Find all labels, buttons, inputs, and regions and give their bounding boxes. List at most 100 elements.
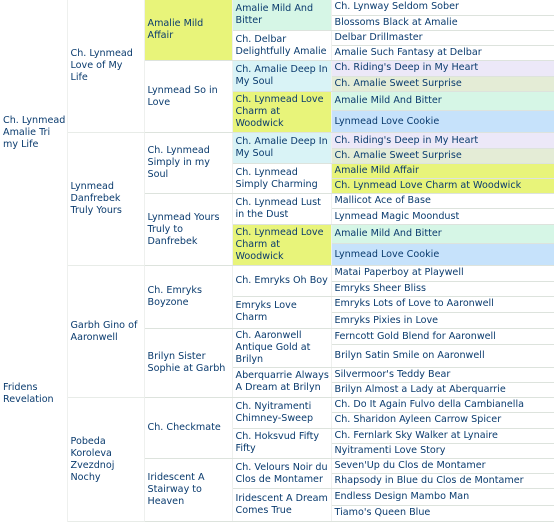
sdsdd-cell: Ch. Lynmead Love Charm at Woodwick (331, 178, 554, 195)
sdsdd-link[interactable]: Ch. Lynmead Love Charm at Woodwick (334, 180, 522, 192)
sire-link[interactable]: Ch. Lynmead Amalie Tri my Life (3, 114, 66, 150)
dddsd-link[interactable]: Rhapsody in Blue du Clos de Montamer (334, 475, 524, 487)
ssdsd-link[interactable]: Ch. Amalie Sweet Surprise (334, 77, 462, 89)
ddddd-link[interactable]: Tiamo's Queen Blue (334, 507, 431, 519)
sdss-link[interactable]: Ch. Amalie Deep In My Soul (235, 136, 328, 160)
dsss-cell: Ch. Emryks Oh Boy (232, 265, 332, 297)
dss-link[interactable]: Ch. Emryks Boyzone (147, 285, 202, 309)
sddds-cell: Amalie Mild And Bitter (331, 224, 554, 244)
ssd-cell: Lynmead So in Love (144, 60, 233, 134)
ddsss-link[interactable]: Ch. Do It Again Fulvo della Cambianella (334, 399, 525, 411)
ssdss-link[interactable]: Ch. Riding's Deep in My Heart (334, 62, 479, 74)
ddssd-link[interactable]: Ch. Sharidon Ayleen Carrow Spicer (334, 414, 502, 426)
sdsss-cell: Ch. Riding's Deep in My Heart (331, 132, 554, 149)
ssssd-cell: Blossoms Black at Amalie (331, 15, 554, 31)
dam-link[interactable]: Fridens Revelation (3, 381, 54, 405)
dam-sire-cell: Garbh Gino of Aaronwell (67, 265, 145, 399)
sdds-cell: Ch. Lynmead Lust in the Dust (232, 193, 332, 225)
sssd-link[interactable]: Ch. Delbar Delightfully Amalie (235, 33, 327, 57)
sire-sire-link[interactable]: Ch. Lynmead Love of My Life (70, 48, 133, 84)
sdssd-link[interactable]: Ch. Amalie Sweet Surprise (334, 149, 462, 161)
sire-cell: Ch. Lynmead Amalie Tri my Life (0, 0, 68, 266)
dsds-cell: Ch. Aaronwell Antique Gold at Brilyn (232, 328, 332, 368)
ddddd-cell: Tiamo's Queen Blue (331, 505, 554, 522)
sdd-link[interactable]: Lynmead Yours Truly to Danfrebek (147, 211, 220, 247)
dssd-link[interactable]: Emryks Love Charm (235, 300, 297, 324)
ssdds-link[interactable]: Amalie Mild And Bitter (334, 94, 442, 106)
sddss-cell: Mallicot Ace of Base (331, 193, 554, 210)
dddds-link[interactable]: Endless Design Mambo Man (334, 491, 470, 503)
sdsd-link[interactable]: Ch. Lynmead Simply Charming (235, 166, 318, 190)
dddss-link[interactable]: Seven'Up du Clos de Montamer (334, 460, 486, 472)
dsd-link[interactable]: Brilyn Sister Sophie at Garbh (147, 351, 226, 375)
ssds-link[interactable]: Ch. Amalie Deep In My Soul (235, 64, 328, 88)
ddd-cell: Iridescent A Stairway to Heaven (144, 458, 233, 522)
dddd-cell: Iridescent A Dream Comes True (232, 488, 332, 522)
ddsds-link[interactable]: Ch. Fernlark Sky Walker at Lynaire (334, 429, 498, 441)
ddsdd-cell: Nyitramenti Love Story (331, 443, 554, 460)
dsddd-link[interactable]: Brilyn Almost a Lady at Aberquarrie (334, 384, 506, 396)
dsss-link[interactable]: Ch. Emryks Oh Boy (235, 275, 328, 286)
sdd-cell: Lynmead Yours Truly to Danfrebek (144, 193, 233, 267)
sddsd-cell: Lynmead Magic Moondust (331, 208, 554, 225)
dsdd-link[interactable]: Aberquarrie Always A Dream at Brilyn (235, 370, 329, 394)
ssd-link[interactable]: Lynmead So in Love (147, 84, 218, 108)
dddd-link[interactable]: Iridescent A Dream Comes True (235, 493, 328, 517)
ddsd-cell: Ch. Hoksvud Fifty Fifty (232, 428, 332, 460)
sdsds-link[interactable]: Amalie Mild Affair (334, 164, 419, 176)
sss-link[interactable]: Amalie Mild Affair (147, 18, 204, 42)
ddssd-cell: Ch. Sharidon Ayleen Carrow Spicer (331, 412, 554, 429)
dam-sire-link[interactable]: Garbh Gino of Aaronwell (70, 319, 138, 343)
sddd-link[interactable]: Ch. Lynmead Love Charm at Woodwick (235, 226, 324, 262)
sdssd-cell: Ch. Amalie Sweet Surprise (331, 148, 554, 164)
sddd-cell: Ch. Lynmead Love Charm at Woodwick (232, 224, 332, 267)
sdsss-link[interactable]: Ch. Riding's Deep in My Heart (334, 134, 479, 146)
ssss-link[interactable]: Amalie Mild And Bitter (235, 2, 314, 26)
dsdsd-link[interactable]: Brilyn Satin Smile on Aaronwell (334, 350, 485, 362)
dddss-cell: Seven'Up du Clos de Montamer (331, 458, 554, 475)
ssssd-link[interactable]: Blossoms Black at Amalie (334, 16, 458, 28)
sds-link[interactable]: Ch. Lynmead Simply in my Soul (147, 145, 210, 181)
ssddd-cell: Lynmead Love Cookie (331, 110, 554, 134)
dsssd-link[interactable]: Emryks Sheer Bliss (334, 282, 427, 294)
dsdd-cell: Aberquarrie Always A Dream at Brilyn (232, 367, 332, 399)
ddd-link[interactable]: Iridescent A Stairway to Heaven (147, 472, 205, 507)
ssdsd-cell: Ch. Amalie Sweet Surprise (331, 76, 554, 92)
dssss-cell: Matai Paperboy at Playwell (331, 265, 554, 282)
ddds-link[interactable]: Ch. Velours Noir du Clos de Montamer (235, 461, 328, 485)
dsdds-link[interactable]: Silvermoor's Teddy Bear (334, 368, 451, 380)
ddsss-cell: Ch. Do It Again Fulvo della Cambianella (331, 397, 554, 414)
sssds-link[interactable]: Delbar Drillmaster (334, 32, 423, 44)
ssddd-link[interactable]: Lynmead Love Cookie (334, 115, 440, 127)
sssdd-link[interactable]: Amalie Such Fantasy at Delbar (334, 47, 482, 59)
dds-link[interactable]: Ch. Checkmate (147, 422, 221, 434)
dsds-link[interactable]: Ch. Aaronwell Antique Gold at Brilyn (235, 329, 311, 365)
ddsdd-link[interactable]: Nyitramenti Love Story (334, 444, 446, 456)
sddsd-link[interactable]: Lynmead Magic Moondust (334, 210, 460, 222)
sdddd-link[interactable]: Lynmead Love Cookie (334, 248, 440, 260)
dssdd-link[interactable]: Emryks Pixies in Love (334, 314, 439, 326)
dddds-cell: Endless Design Mambo Man (331, 488, 554, 506)
dsdss-cell: Ferncott Gold Blend for Aaronwell (331, 328, 554, 346)
ddsd-link[interactable]: Ch. Hoksvud Fifty Fifty (235, 431, 320, 455)
ssdd-link[interactable]: Ch. Lynmead Love Charm at Woodwick (235, 94, 324, 130)
dss-cell: Ch. Emryks Boyzone (144, 265, 233, 330)
ssdd-cell: Ch. Lynmead Love Charm at Woodwick (232, 91, 332, 134)
sddss-link[interactable]: Mallicot Ace of Base (334, 195, 431, 207)
ssdss-cell: Ch. Riding's Deep in My Heart (331, 60, 554, 77)
dssss-link[interactable]: Matai Paperboy at Playwell (334, 267, 464, 279)
dsssd-cell: Emryks Sheer Bliss (331, 281, 554, 297)
sssdd-cell: Amalie Such Fantasy at Delbar (331, 45, 554, 62)
ddsds-cell: Ch. Fernlark Sky Walker at Lynaire (331, 428, 554, 444)
sdds-link[interactable]: Ch. Lynmead Lust in the Dust (235, 196, 321, 220)
dam-cell: Fridens Revelation (0, 265, 68, 522)
dssds-link[interactable]: Emryks Lots of Love to Aaronwell (334, 298, 494, 310)
sssss-link[interactable]: Ch. Lynway Seldom Sober (334, 1, 459, 13)
sire-dam-link[interactable]: Lynmead Danfrebek Truly Yours (70, 181, 122, 217)
dsdss-link[interactable]: Ferncott Gold Blend for Aaronwell (334, 330, 496, 342)
sddds-link[interactable]: Amalie Mild And Bitter (334, 227, 442, 239)
dsdds-cell: Silvermoor's Teddy Bear (331, 367, 554, 383)
dam-dam-link[interactable]: Pobeda Koroleva Zvezdnoj Nochy (70, 435, 115, 483)
ddss-link[interactable]: Ch. Nyitramenti Chimney-Sweep (235, 400, 314, 424)
